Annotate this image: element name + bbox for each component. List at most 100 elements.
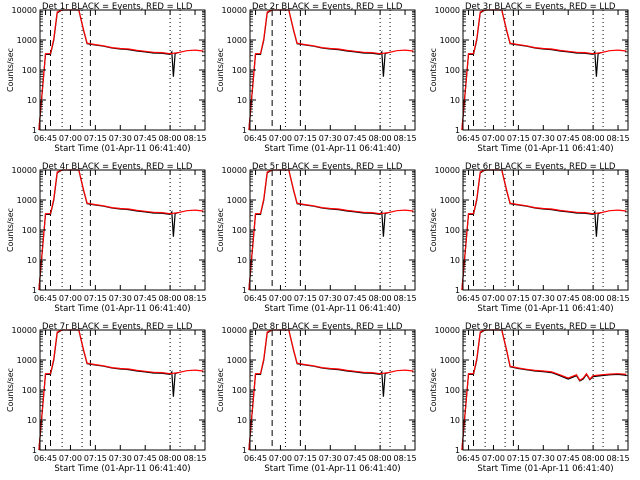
y-tick-label: 1 <box>455 126 460 135</box>
y-tick-label: 1000 <box>440 36 460 45</box>
chart-title: Det 7r BLACK = Events, RED = LLD <box>42 322 193 332</box>
x-tick-label: 08:00 <box>369 134 392 143</box>
x-axis-label: Start Time (01-Apr-11 06:41:40) <box>264 304 400 314</box>
y-tick-label: 10000 <box>222 6 247 15</box>
chart-panel: 06:45 07:00 07:15 07:30 07:45 08:00 08:15 1 10 10… <box>429 322 630 474</box>
chart-title: Det 2r BLACK = Events, RED = LLD <box>252 2 403 12</box>
y-tick-label: 10 <box>27 416 37 425</box>
y-tick-label: 10000 <box>435 6 460 15</box>
y-tick-label: 100 <box>22 386 37 395</box>
y-tick-label: 100 <box>445 386 460 395</box>
x-tick-label: 07:15 <box>294 294 317 303</box>
series-line-lld <box>461 329 627 451</box>
series-line-lld <box>461 9 627 131</box>
x-tick-label: 06:45 <box>244 454 267 463</box>
x-tick-label: 07:45 <box>557 454 580 463</box>
x-tick-label: 07:45 <box>134 294 157 303</box>
y-tick-label: 10000 <box>222 166 247 175</box>
x-tick-label: 07:30 <box>532 294 555 303</box>
chart-title: Det 9r BLACK = Events, RED = LLD <box>465 322 616 332</box>
y-tick-label: 1000 <box>227 36 247 45</box>
x-tick-label: 08:00 <box>582 134 605 143</box>
y-tick-label: 1 <box>32 286 37 295</box>
chart-panel: 06:45 07:00 07:15 07:30 07:45 08:00 08:15 1 10 10… <box>6 162 207 314</box>
x-axis-label: Start Time (01-Apr-11 06:41:40) <box>477 144 613 154</box>
y-tick-label: 100 <box>232 386 247 395</box>
series-line-events <box>461 329 627 451</box>
y-tick-label: 10000 <box>12 6 37 15</box>
x-tick-label: 07:45 <box>134 134 157 143</box>
chart-panel: 06:45 07:00 07:15 07:30 07:45 08:00 08:15 1 10 10… <box>429 162 630 314</box>
chart-panel: 06:45 07:00 07:15 07:30 07:45 08:00 08:15 1 10 10… <box>216 162 417 314</box>
y-tick-label: 1 <box>242 446 247 455</box>
series-line-lld <box>248 329 414 451</box>
x-tick-label: 08:15 <box>607 294 630 303</box>
x-tick-label: 07:45 <box>344 294 367 303</box>
x-tick-label: 07:15 <box>507 134 530 143</box>
y-tick-label: 1000 <box>17 356 37 365</box>
series-line-lld <box>38 9 204 131</box>
y-tick-label: 1 <box>242 286 247 295</box>
y-tick-label: 1 <box>32 126 37 135</box>
y-axis-label: Counts/sec <box>429 48 438 92</box>
x-tick-label: 06:45 <box>457 134 480 143</box>
series-line-lld <box>461 169 627 291</box>
x-tick-label: 08:15 <box>607 454 630 463</box>
series-line-lld <box>38 329 204 451</box>
x-tick-label: 07:45 <box>344 134 367 143</box>
x-axis-label: Start Time (01-Apr-11 06:41:40) <box>264 144 400 154</box>
y-tick-label: 1000 <box>227 196 247 205</box>
x-tick-label: 08:15 <box>184 294 207 303</box>
y-tick-label: 10000 <box>12 166 37 175</box>
series-line-events <box>38 329 179 451</box>
series-line-events <box>461 9 602 131</box>
chart-panel: 06:45 07:00 07:15 07:30 07:45 08:00 08:15 1 10 10… <box>6 2 207 154</box>
y-tick-label: 10 <box>237 416 247 425</box>
x-tick-label: 07:15 <box>294 134 317 143</box>
x-tick-label: 07:30 <box>109 454 132 463</box>
x-tick-label: 07:15 <box>84 134 107 143</box>
y-tick-label: 1 <box>455 446 460 455</box>
x-axis-label: Start Time (01-Apr-11 06:41:40) <box>264 464 400 474</box>
x-tick-label: 07:45 <box>557 134 580 143</box>
x-tick-label: 08:00 <box>582 454 605 463</box>
y-tick-label: 1000 <box>440 196 460 205</box>
x-tick-label: 07:00 <box>59 454 82 463</box>
x-tick-label: 08:00 <box>369 454 392 463</box>
x-tick-label: 07:00 <box>59 294 82 303</box>
x-tick-label: 07:15 <box>84 454 107 463</box>
y-tick-label: 10 <box>27 256 37 265</box>
series-line-events <box>38 9 179 131</box>
y-axis-label: Counts/sec <box>216 208 225 252</box>
y-tick-label: 10 <box>450 416 460 425</box>
series-line-lld <box>248 169 414 291</box>
x-tick-label: 08:00 <box>159 454 182 463</box>
x-tick-label: 06:45 <box>34 294 57 303</box>
x-tick-label: 07:00 <box>269 454 292 463</box>
x-tick-label: 07:00 <box>59 134 82 143</box>
y-tick-label: 10 <box>450 256 460 265</box>
x-tick-label: 08:00 <box>159 134 182 143</box>
y-tick-label: 1000 <box>227 356 247 365</box>
x-axis-label: Start Time (01-Apr-11 06:41:40) <box>477 464 613 474</box>
y-tick-label: 1000 <box>17 36 37 45</box>
series-line-events <box>461 169 602 291</box>
y-axis-label: Counts/sec <box>216 368 225 412</box>
series-line-events <box>248 329 389 451</box>
y-tick-label: 10 <box>237 96 247 105</box>
x-tick-label: 06:45 <box>457 294 480 303</box>
x-tick-label: 07:30 <box>319 454 342 463</box>
x-tick-label: 07:30 <box>319 294 342 303</box>
chart-panel: 06:45 07:00 07:15 07:30 07:45 08:00 08:15 1 10 10… <box>429 2 630 154</box>
y-tick-label: 100 <box>22 226 37 235</box>
x-tick-label: 07:00 <box>482 454 505 463</box>
series-line-events <box>38 169 179 291</box>
y-axis-label: Counts/sec <box>6 48 15 92</box>
x-tick-label: 07:45 <box>344 454 367 463</box>
y-tick-label: 10000 <box>12 326 37 335</box>
chart-title: Det 5r BLACK = Events, RED = LLD <box>252 162 403 172</box>
y-tick-label: 1000 <box>440 356 460 365</box>
x-tick-label: 07:30 <box>109 134 132 143</box>
y-tick-label: 100 <box>232 226 247 235</box>
